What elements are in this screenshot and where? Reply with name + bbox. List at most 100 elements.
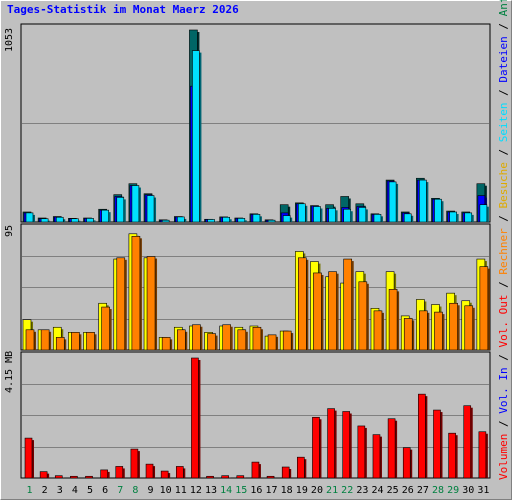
bar-seiten-31: [479, 204, 488, 223]
bar-rechner-31: [479, 266, 489, 351]
chart-title: Tages-Statistik im Monat Maerz 2026: [7, 3, 239, 16]
day-label-18: 18: [281, 485, 293, 496]
bar-volumen-30: [463, 405, 472, 479]
bar-rechner-12: [192, 324, 201, 351]
bar-seiten-19: [298, 203, 306, 223]
bar-seiten-1: [25, 212, 34, 223]
bar-seiten-20: [313, 206, 321, 223]
bar-volumen-6: [100, 469, 108, 479]
bar-rechner-29: [449, 302, 458, 351]
day-label-21: 21: [326, 485, 338, 496]
bar-seiten-14: [222, 216, 230, 223]
bar-rechner-18: [282, 330, 292, 351]
bar-rechner-8: [131, 236, 141, 351]
bar-rechner-7: [116, 257, 126, 351]
bar-volumen-2: [39, 471, 48, 479]
bar-volumen-25: [387, 418, 396, 479]
bar-volumen-20: [312, 416, 320, 479]
day-label-8: 8: [132, 485, 138, 496]
bar-volumen-22: [342, 411, 351, 479]
bar-seiten-22: [343, 208, 352, 223]
day-label-20: 20: [311, 485, 323, 496]
legend-vol-in: Vol. In: [497, 367, 510, 414]
day-label-11: 11: [175, 485, 187, 496]
day-label-12: 12: [190, 485, 202, 496]
bar-rechner-24: [373, 310, 383, 351]
bar-volumen-27: [418, 393, 426, 479]
bar-volumen-12: [191, 357, 199, 479]
bar-seiten-3: [55, 216, 64, 223]
day-label-4: 4: [72, 485, 78, 496]
bar-rechner-15: [237, 329, 247, 351]
day-label-13: 13: [205, 485, 217, 496]
bar-volumen-29: [448, 432, 456, 479]
legend-dateien: Dateien: [497, 36, 510, 83]
day-label-16: 16: [250, 485, 262, 496]
bar-volumen-5: [85, 475, 93, 479]
bar-rechner-16: [252, 326, 262, 351]
bar-volumen-31: [478, 431, 487, 479]
bar-seiten-7: [116, 197, 125, 223]
day-label-19: 19: [296, 485, 308, 496]
bar-seiten-6: [101, 209, 109, 223]
day-label-10: 10: [160, 485, 172, 496]
bar-volumen-13: [206, 475, 214, 479]
bar-volumen-4: [70, 475, 78, 479]
day-label-14: 14: [220, 485, 232, 496]
bar-rechner-10: [161, 337, 171, 351]
day-label-1: 1: [26, 485, 32, 496]
day-label-22: 22: [341, 485, 353, 496]
bar-volumen-21: [327, 408, 335, 479]
bar-seiten-5: [86, 218, 94, 223]
bar-seiten-30: [464, 212, 473, 223]
bar-volumen-19: [297, 456, 305, 479]
legend-seiten: Seiten: [497, 102, 510, 143]
day-label-24: 24: [371, 485, 383, 496]
legend-besuche: Besuche: [497, 162, 510, 209]
bar-volumen-10: [160, 470, 169, 479]
day-label-15: 15: [235, 485, 247, 496]
legend-anfragen: Anfragen: [497, 0, 510, 16]
bar-seiten-15: [237, 218, 246, 223]
bar-rechner-9: [146, 256, 156, 351]
legend: Volumen / Vol. In / Vol. Out / Rechner /…: [497, 0, 510, 480]
bar-rechner-23: [358, 281, 368, 351]
bar-seiten-23: [358, 207, 367, 223]
bar-volumen-23: [357, 425, 366, 479]
bar-volumen-28: [433, 409, 441, 479]
day-label-27: 27: [417, 485, 429, 496]
bar-rechner-28: [434, 311, 443, 351]
day-label-9: 9: [148, 485, 154, 496]
bar-rechner-21: [328, 271, 337, 351]
bar-rechner-20: [313, 272, 322, 351]
bar-seiten-26: [403, 213, 412, 223]
bar-rechner-5: [86, 332, 95, 351]
bar-rechner-22: [343, 258, 353, 351]
bar-rechner-14: [222, 324, 231, 351]
day-label-3: 3: [57, 485, 63, 496]
bar-rechner-25: [388, 289, 398, 351]
day-label-30: 30: [462, 485, 474, 496]
bar-rechner-17: [267, 334, 277, 351]
day-label-5: 5: [87, 485, 93, 496]
bar-rechner-27: [419, 310, 428, 351]
bar-rechner-1: [25, 329, 35, 351]
day-label-7: 7: [117, 485, 123, 496]
bar-volumen-8: [130, 448, 139, 479]
bar-volumen-9: [145, 463, 154, 479]
bar-rechner-4: [71, 332, 80, 351]
bar-seiten-10: [161, 219, 170, 223]
bar-volumen-7: [115, 466, 124, 479]
day-label-25: 25: [387, 485, 399, 496]
bar-seiten-11: [176, 216, 185, 223]
legend-volumen: Volumen: [497, 433, 510, 480]
bar-rechner-2: [40, 329, 50, 351]
day-label-31: 31: [477, 485, 489, 496]
bar-seiten-28: [434, 198, 442, 223]
bar-seiten-13: [207, 219, 215, 223]
day-label-29: 29: [447, 485, 459, 496]
legend-vol-out: Vol. Out: [497, 294, 510, 348]
bar-seiten-24: [373, 214, 382, 223]
bar-seiten-21: [328, 208, 336, 223]
bar-seiten-27: [419, 179, 427, 223]
